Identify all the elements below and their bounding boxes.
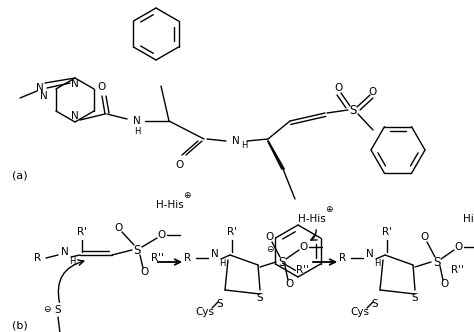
Text: R': R' <box>227 227 237 237</box>
Text: R': R' <box>77 227 87 237</box>
Text: S: S <box>257 293 264 303</box>
Text: H-His: H-His <box>298 214 326 224</box>
Text: R'': R'' <box>151 253 164 263</box>
Text: S: S <box>433 256 441 269</box>
Text: N: N <box>36 83 44 93</box>
Text: S: S <box>349 104 357 117</box>
Text: N: N <box>40 91 48 101</box>
Text: O: O <box>369 87 377 97</box>
Text: S: S <box>372 299 378 309</box>
Text: (b): (b) <box>12 320 28 330</box>
Text: O: O <box>300 242 308 252</box>
Text: N: N <box>366 249 374 259</box>
Text: (a): (a) <box>12 170 27 180</box>
Text: O: O <box>455 242 463 252</box>
Text: N: N <box>133 116 141 126</box>
Text: R'': R'' <box>296 265 309 275</box>
Text: Cys: Cys <box>350 307 370 317</box>
Text: N: N <box>71 79 79 89</box>
Text: O: O <box>441 279 449 289</box>
Text: N: N <box>71 111 79 121</box>
Text: H: H <box>374 260 380 269</box>
Text: ⊕: ⊕ <box>183 191 191 200</box>
Text: S: S <box>133 243 141 257</box>
Text: ⊕: ⊕ <box>325 205 333 213</box>
Text: Cys: Cys <box>195 307 215 317</box>
Text: O: O <box>115 223 123 233</box>
Text: H: H <box>219 260 225 269</box>
Text: H: H <box>241 141 247 150</box>
Text: H: H <box>69 258 75 267</box>
Text: S: S <box>278 256 286 269</box>
Text: N: N <box>232 136 240 146</box>
Text: His: His <box>463 214 474 224</box>
Text: R: R <box>35 253 42 263</box>
Text: H-His: H-His <box>156 200 184 210</box>
Text: O: O <box>141 267 149 277</box>
Text: H: H <box>134 126 140 135</box>
Text: R: R <box>339 253 346 263</box>
Text: N: N <box>211 249 219 259</box>
Text: S: S <box>55 305 61 315</box>
Text: N: N <box>61 247 69 257</box>
Text: O: O <box>98 82 106 92</box>
Text: R': R' <box>382 227 392 237</box>
Text: S: S <box>412 293 419 303</box>
Text: O: O <box>335 83 343 93</box>
Text: R: R <box>184 253 191 263</box>
Text: O: O <box>158 230 166 240</box>
Text: S: S <box>217 299 223 309</box>
Text: R'': R'' <box>451 265 464 275</box>
Text: O: O <box>266 232 274 242</box>
Text: ⊖: ⊖ <box>266 245 274 255</box>
Text: ⊖: ⊖ <box>43 305 51 314</box>
Text: O: O <box>286 279 294 289</box>
Text: O: O <box>421 232 429 242</box>
Text: O: O <box>176 160 184 170</box>
